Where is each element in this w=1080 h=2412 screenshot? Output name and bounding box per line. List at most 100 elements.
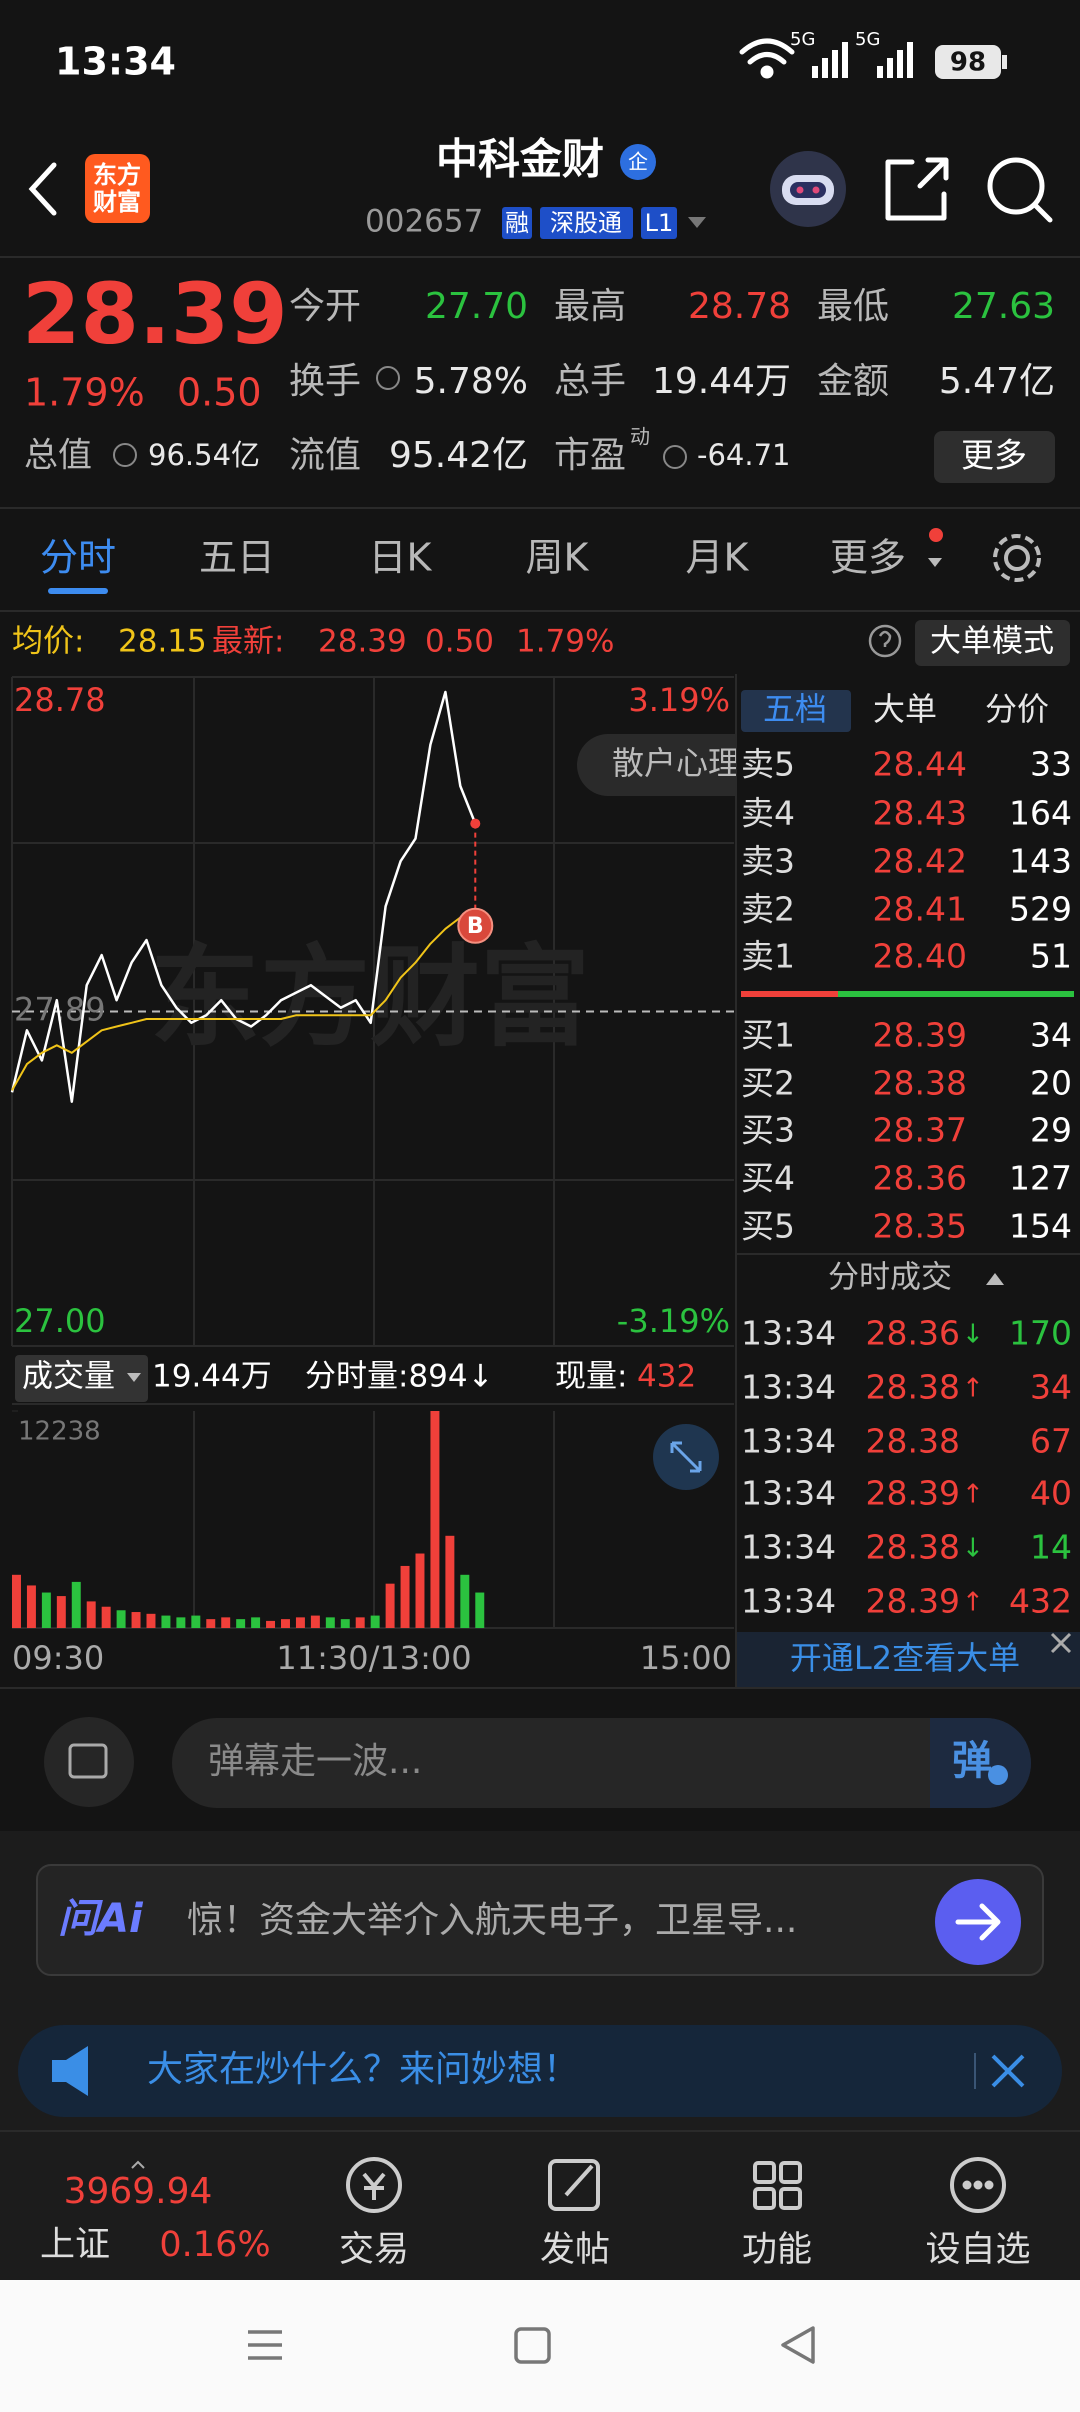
status-time: 13:34 — [55, 40, 176, 84]
watermark: 东方财富 — [150, 933, 590, 1061]
book-volume: 51 — [1030, 937, 1072, 976]
check-dot — [988, 1765, 1008, 1785]
nav-icons[interactable] — [346, 2157, 1006, 2213]
x-tick-label: 09:30 — [12, 1639, 104, 1677]
index-value[interactable]: 3969.94 — [64, 2171, 213, 2212]
book-tab[interactable]: 大单 — [873, 690, 937, 728]
volume-selector[interactable] — [15, 1355, 148, 1402]
expand-button[interactable] — [653, 1424, 719, 1490]
index-name[interactable]: 上证 — [40, 2225, 110, 2265]
app-logo — [85, 154, 150, 223]
book-level: 卖2 — [741, 890, 795, 929]
volume-bar — [161, 1615, 171, 1628]
stat-value: 19.44万 — [652, 361, 791, 402]
trade-arrow: ↑ — [962, 1588, 984, 1618]
title-badge: 企 — [628, 150, 648, 174]
nav-item[interactable]: 设自选 — [925, 2230, 1030, 2270]
book-price: 28.43 — [873, 794, 967, 833]
dropdown-arrow[interactable] — [688, 217, 706, 228]
index-change[interactable]: 0.16% — [159, 2225, 270, 2265]
trade-price: 28.38 — [866, 1368, 960, 1407]
share-button[interactable] — [885, 157, 949, 221]
ai-bar[interactable] — [36, 1864, 1044, 1976]
close-banner[interactable] — [991, 2054, 1025, 2088]
chart-tab[interactable]: 月K — [686, 536, 750, 580]
trade-volume: 432 — [1009, 1582, 1072, 1621]
mode-button[interactable]: 大单模式 — [930, 624, 1054, 660]
trade-time: 13:34 — [741, 1422, 836, 1461]
stat-label: 今开 — [289, 286, 361, 327]
more-button[interactable]: 更多 — [961, 436, 1027, 475]
more-button-bg[interactable] — [934, 431, 1055, 483]
help-icon[interactable] — [868, 624, 902, 658]
book-tab[interactable]: 分价 — [985, 690, 1049, 728]
close-l2[interactable] — [1050, 1632, 1072, 1654]
chart-tab[interactable]: 周K — [526, 536, 590, 580]
chart-tab[interactable]: 日K — [369, 536, 433, 580]
stock-tag: 深股通 — [550, 209, 622, 237]
dropdown-arrow[interactable] — [127, 1373, 141, 1382]
banner[interactable] — [18, 2025, 1062, 2117]
book-price: 28.35 — [873, 1207, 967, 1246]
volume-bar — [191, 1615, 201, 1628]
volume-bar — [146, 1613, 156, 1628]
trade-price: 28.38 — [866, 1528, 960, 1567]
back-button[interactable] — [28, 162, 57, 216]
danmu-button[interactable]: 弹 — [952, 1738, 992, 1784]
book-tab[interactable]: 五档 — [763, 690, 827, 728]
book-level: 买4 — [741, 1159, 795, 1198]
mode-button-bg[interactable] — [915, 620, 1070, 666]
chart-tab[interactable]: 分时 — [40, 536, 116, 580]
signal-bars — [812, 42, 913, 78]
logo-text: 东方 — [93, 161, 141, 189]
nav-item[interactable]: 功能 — [742, 2230, 812, 2270]
book-level: 卖5 — [741, 745, 795, 784]
volume-bar — [206, 1619, 216, 1628]
book-volume: 154 — [1009, 1207, 1072, 1246]
robot-avatar[interactable] — [770, 151, 846, 227]
volume-label[interactable]: 成交量 — [22, 1359, 115, 1395]
volume-bar — [176, 1617, 186, 1628]
volume-bar — [101, 1606, 111, 1628]
ai-headline[interactable]: 惊！资金大举介入航天电子，卫星导... — [187, 1900, 797, 1941]
banner-text[interactable]: 大家在炒什么？来问妙想！ — [147, 2049, 579, 2090]
trade-arrow: ↓ — [962, 1534, 984, 1564]
settings-button[interactable] — [993, 534, 1041, 582]
trade-price: 28.39 — [866, 1582, 960, 1621]
volume-bar — [445, 1535, 455, 1628]
danmu-input[interactable] — [172, 1718, 1031, 1808]
danmu-placeholder[interactable]: 弹幕走一波... — [208, 1741, 422, 1782]
latest-value: 28.39 — [318, 624, 407, 660]
trade-price: 28.39 — [866, 1474, 960, 1513]
volume-total: 19.44万 — [152, 1359, 272, 1395]
popup[interactable]: 散户心理 — [577, 734, 777, 796]
l2-bar[interactable] — [737, 1632, 1080, 1688]
danmu-settings[interactable] — [44, 1717, 134, 1807]
l2-link[interactable]: 开通L2查看大单 — [790, 1639, 1020, 1677]
stat-label: 最高 — [554, 286, 626, 327]
trade-marker[interactable] — [457, 907, 494, 944]
search-button[interactable] — [987, 157, 1053, 223]
dropdown-arrow[interactable] — [928, 558, 942, 567]
chart-tab[interactable]: 更多 — [830, 536, 906, 580]
logo-text: 财富 — [93, 188, 141, 216]
system-buttons[interactable] — [248, 2326, 815, 2364]
volume-bar — [266, 1620, 276, 1628]
wifi-dot — [760, 65, 774, 79]
volume-bar — [385, 1583, 395, 1628]
stat-label: 最低 — [817, 286, 889, 327]
volume-bar — [56, 1596, 66, 1628]
book-volume: 29 — [1030, 1111, 1072, 1150]
trade-arrow: ↑ — [962, 1374, 984, 1404]
system-nav — [0, 2280, 1080, 2412]
volume-bar — [26, 1585, 36, 1628]
nav-item[interactable]: 发帖 — [540, 2230, 610, 2270]
trade-marker-label[interactable]: B — [467, 914, 484, 939]
trade-price: 28.38 — [866, 1422, 960, 1461]
nav-item[interactable]: 交易 — [339, 2230, 409, 2270]
danmu-button-bg[interactable] — [930, 1718, 1031, 1808]
trade-time: 13:34 — [741, 1368, 836, 1407]
chart-tab[interactable]: 五日 — [199, 536, 275, 580]
price-line — [10, 690, 477, 1103]
